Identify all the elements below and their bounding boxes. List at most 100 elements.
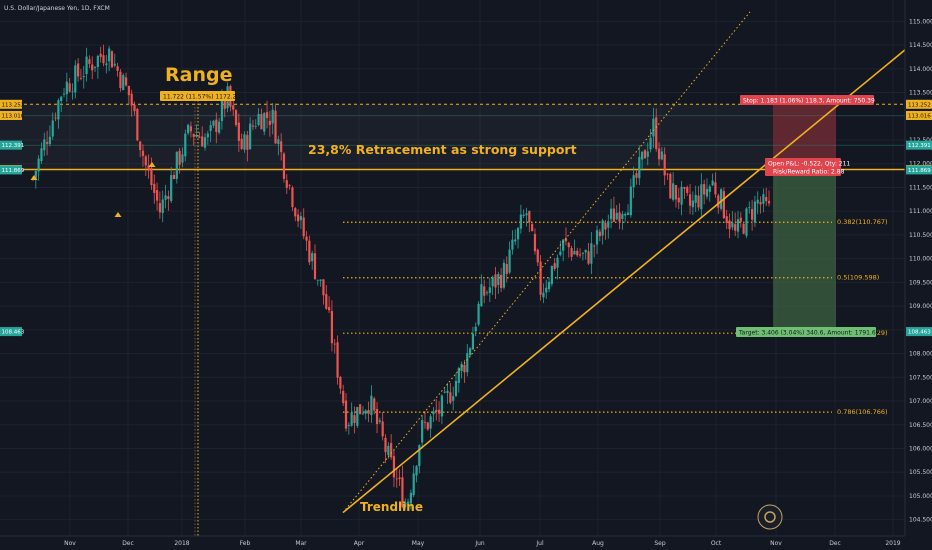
candle-up — [516, 228, 520, 240]
candle-up — [632, 175, 635, 188]
candle-up — [364, 410, 367, 414]
candle-up — [175, 151, 178, 179]
candle-down — [359, 404, 362, 415]
candle-down — [655, 117, 658, 150]
trendline — [342, 46, 909, 514]
price-tag-right-text: 111.869 — [908, 168, 931, 174]
candle-down — [116, 66, 119, 71]
candle-down — [155, 190, 159, 201]
candle-up — [559, 251, 562, 255]
candle-up — [497, 273, 500, 286]
time-axis[interactable]: Nov Dec 2018 Feb Mar Apr May Jun Jul Aug Sep Oct Nov… — [0, 535, 905, 547]
candle-up — [257, 113, 260, 126]
candle-up — [37, 158, 40, 172]
candle-down — [302, 217, 305, 237]
candle-down — [449, 392, 452, 403]
candle-down — [215, 119, 218, 132]
price-tag-left — [0, 140, 22, 150]
candle-up — [429, 416, 432, 429]
candle-up — [466, 353, 469, 373]
candle-up — [412, 473, 415, 496]
time-tick-label: 2019 — [885, 540, 900, 547]
candle-up — [680, 186, 683, 205]
candle-down — [251, 125, 255, 127]
range-label: Range — [165, 64, 232, 86]
candle-down — [674, 185, 678, 200]
candle-up — [610, 208, 613, 220]
candle-up — [641, 151, 644, 160]
candle-up — [590, 243, 593, 264]
candle-down — [742, 223, 745, 234]
price-tick-label: 114.000 — [909, 66, 932, 73]
candle-down — [395, 478, 398, 480]
candle-up — [471, 333, 475, 350]
candle-down — [612, 208, 616, 222]
price-tags: 113.252 113.252 113.016 113.016 112.391 112.3… — [0, 99, 932, 337]
candle-down — [423, 421, 427, 423]
candle-down — [77, 63, 80, 77]
candle-down — [666, 173, 669, 175]
price-tick-label: 109.000 — [909, 303, 932, 310]
price-tick-label: 105.000 — [909, 493, 932, 500]
candle-down — [353, 415, 356, 424]
price-tag-left-text: 112.391 — [2, 143, 25, 149]
candle-up — [57, 100, 60, 120]
candle-down — [767, 200, 771, 204]
candle-up — [454, 380, 458, 396]
candle-down — [260, 114, 263, 130]
candle-up — [271, 109, 274, 124]
candle-down — [669, 173, 672, 199]
candle-down — [390, 443, 393, 458]
candle-up — [181, 154, 184, 163]
candle-up — [319, 279, 322, 281]
candle-up — [113, 63, 116, 66]
candle-down — [280, 141, 283, 153]
candle-up — [508, 249, 511, 273]
candle-up — [736, 219, 740, 232]
candle-up — [195, 135, 198, 137]
candle-down — [133, 104, 136, 112]
candle-up — [409, 492, 412, 504]
candle-down — [657, 148, 661, 160]
candle-down — [313, 253, 317, 280]
candle-down — [344, 400, 348, 429]
candle-up — [122, 75, 125, 91]
candle-down — [119, 71, 122, 89]
candle-up — [457, 368, 460, 383]
candle-up — [96, 55, 99, 67]
candle-down — [198, 136, 201, 138]
range-box — [160, 91, 235, 101]
candle-down — [751, 209, 754, 220]
candle-up — [452, 396, 455, 401]
candle-down — [139, 141, 142, 151]
candle-up — [522, 214, 525, 217]
candle-up — [711, 180, 714, 186]
triangle-marker — [114, 212, 122, 217]
open-pnl-label: Open P&L: -0.522, Qty: 211 — [768, 161, 850, 168]
candle-down — [127, 85, 130, 96]
candle-up — [263, 113, 266, 132]
candle-up — [187, 124, 190, 134]
candle-down — [494, 274, 497, 288]
candle-down — [336, 342, 339, 378]
candle-down — [147, 165, 150, 171]
candle-up — [432, 411, 435, 415]
candle-down — [663, 154, 666, 176]
price-tag-left — [0, 327, 22, 337]
price-axis[interactable]: 115.000114.500114.000113.500113.000112.5… — [904, 0, 932, 550]
candle-down — [463, 364, 466, 373]
time-tick-label: Mar — [295, 540, 307, 547]
time-tick-label: 2018 — [174, 540, 189, 547]
candle-up — [542, 292, 545, 298]
candle-down — [483, 286, 486, 296]
candle-down — [759, 201, 762, 205]
candle-down — [576, 250, 579, 256]
fib-label: 0.786(106.766) — [837, 408, 888, 416]
candle-up — [65, 81, 68, 95]
candle-down — [110, 51, 114, 68]
candle-down — [384, 437, 387, 453]
price-tag-right-text: 112.391 — [908, 143, 931, 149]
price-tick-label: 107.500 — [909, 374, 932, 381]
candle-down — [79, 77, 83, 79]
